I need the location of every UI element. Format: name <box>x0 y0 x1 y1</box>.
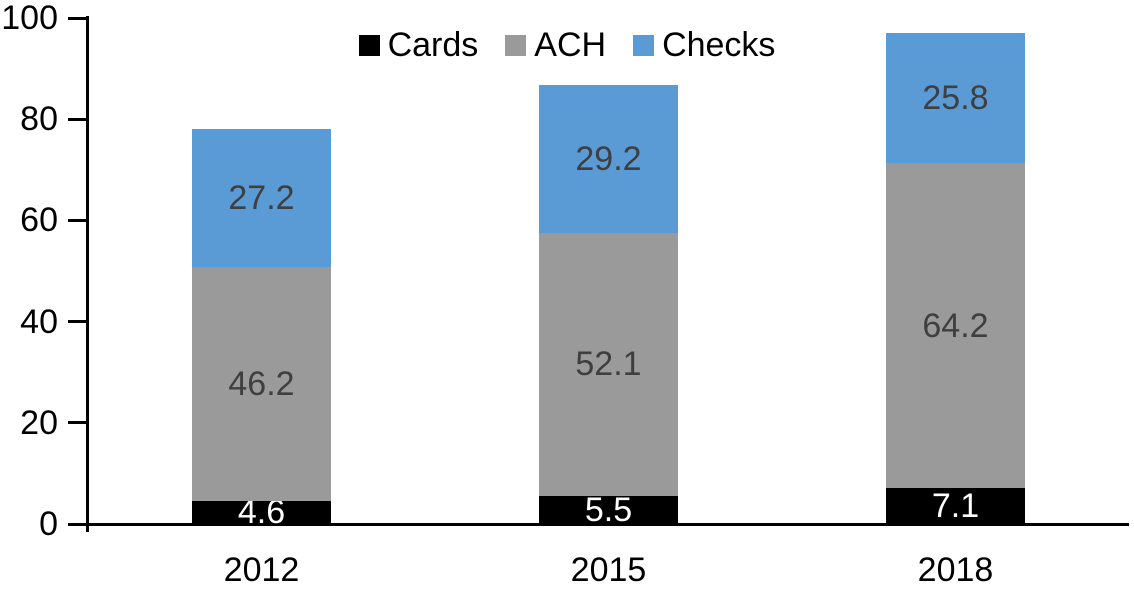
y-axis-tick <box>68 320 88 324</box>
x-axis-category-label: 2015 <box>570 551 647 589</box>
legend-label: ACH <box>534 26 607 64</box>
y-axis-tick-label: 0 <box>39 505 58 543</box>
y-axis-tick-label: 80 <box>20 100 58 139</box>
legend-swatch-icon <box>633 34 655 56</box>
y-axis-line <box>85 16 89 532</box>
legend-swatch-icon <box>505 34 527 56</box>
y-axis-tick <box>68 16 88 20</box>
legend-item: Checks <box>633 28 775 62</box>
bar-segment-ach-2012 <box>192 266 331 501</box>
y-axis-tick <box>68 218 88 222</box>
legend-item: ACH <box>505 28 606 62</box>
bar-segment-checks-2015 <box>539 84 678 233</box>
bar-segment-checks-2018 <box>886 32 1025 164</box>
chart-legend: Cards ACH Checks <box>0 28 1134 62</box>
y-axis-tick-label: 40 <box>20 302 58 341</box>
x-axis-category-label: 2018 <box>917 551 994 589</box>
legend-label: Cards <box>387 26 479 64</box>
bar-segment-cards-2015 <box>539 496 678 524</box>
bar-segment-cards-2012 <box>192 500 331 524</box>
y-axis-tick <box>68 117 88 121</box>
y-axis-tick <box>68 421 88 425</box>
y-axis-tick-label: 20 <box>20 403 58 442</box>
x-axis-line <box>68 522 1129 526</box>
y-axis-tick-label: 60 <box>20 201 58 240</box>
y-axis-tick <box>68 522 88 526</box>
legend-item: Cards <box>358 26 479 64</box>
legend-swatch-icon <box>358 34 380 56</box>
y-axis-tick-label: 100 <box>1 0 58 37</box>
bar-segment-ach-2018 <box>886 163 1025 489</box>
bar-segment-ach-2015 <box>539 232 678 497</box>
bar-segment-checks-2012 <box>192 129 331 267</box>
bar-segment-cards-2018 <box>886 488 1025 524</box>
x-axis-category-label: 2012 <box>223 551 300 589</box>
legend-label: Checks <box>662 26 776 64</box>
